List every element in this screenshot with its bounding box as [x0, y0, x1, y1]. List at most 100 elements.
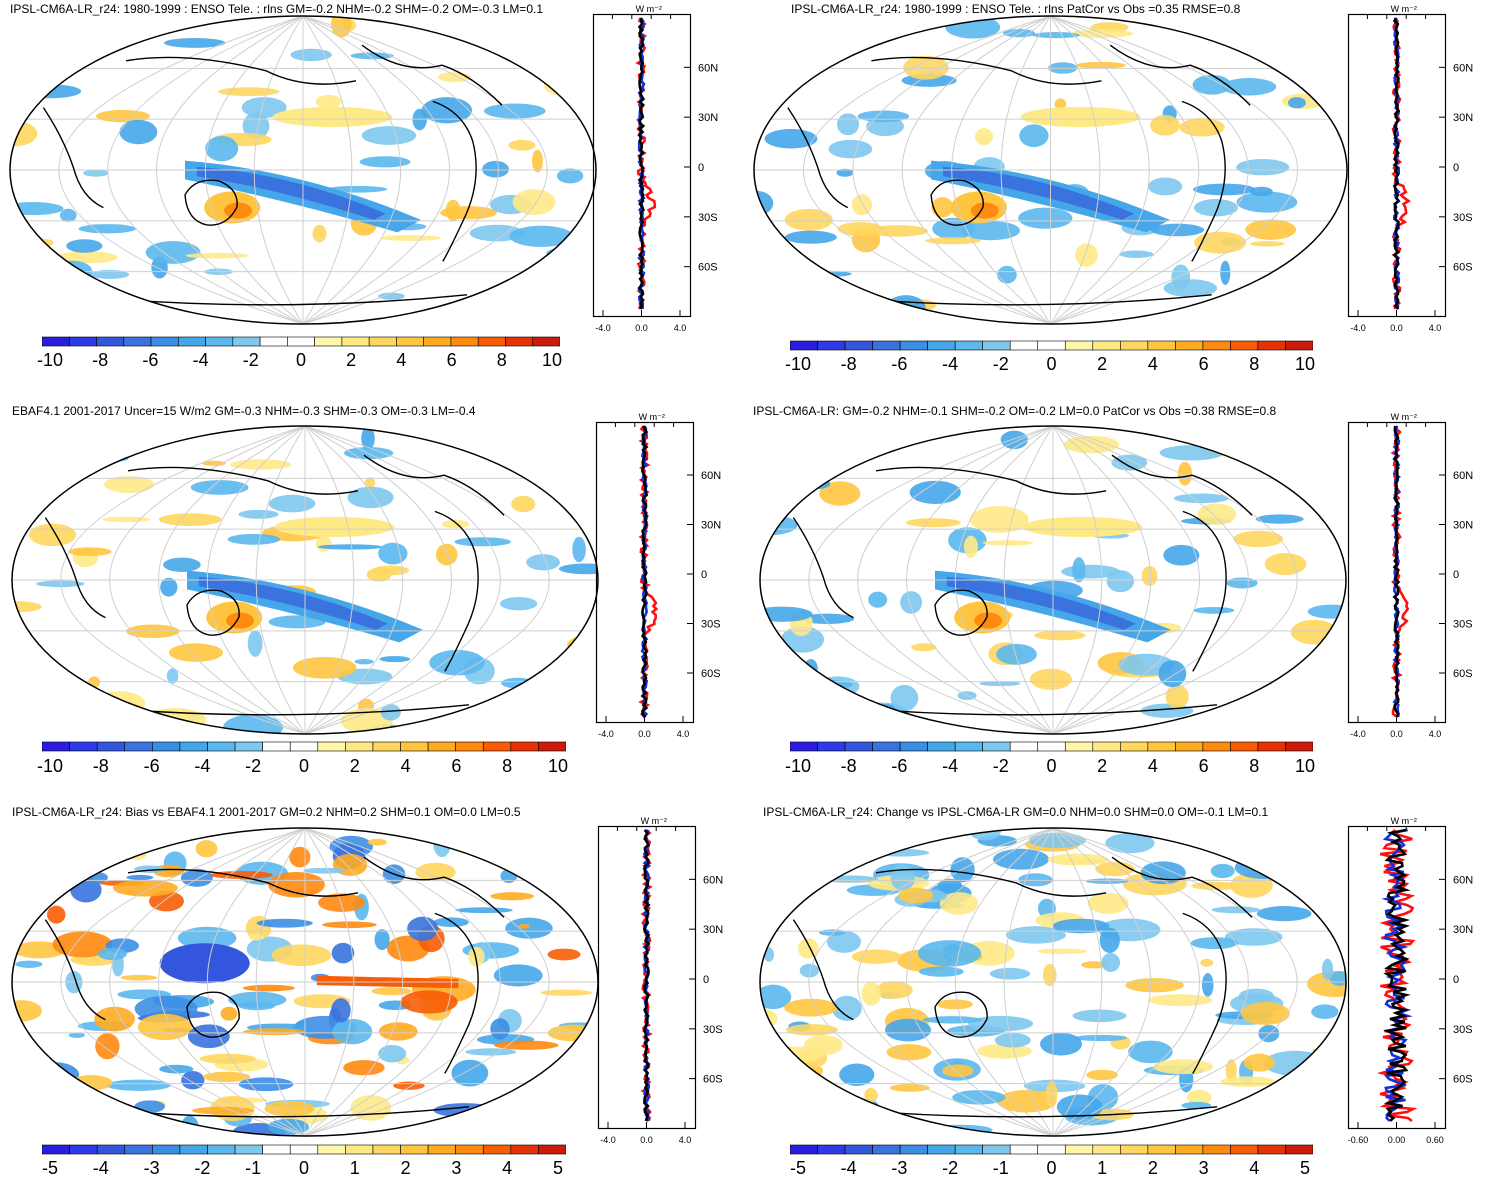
colorbar-tick-label: -10: [784, 354, 812, 374]
colorbar-tick-label: 4: [1147, 354, 1158, 374]
colorbar-swatch: [423, 336, 452, 347]
colorbar-tick-label: 6: [1198, 354, 1209, 374]
colorbar-swatch: [790, 741, 818, 752]
colorbar-swatch: [1175, 1144, 1204, 1155]
colorbar-tick-label: 6: [446, 350, 457, 370]
colorbar-tick-label: 10: [541, 350, 563, 370]
colorbar-swatch: [96, 1144, 126, 1155]
colorbar-swatch: [1257, 340, 1286, 351]
units-label: W m⁻²: [639, 412, 665, 422]
units-label: W m⁻²: [1391, 412, 1417, 422]
colorbar-swatch: [341, 336, 370, 347]
lat-tick-label: 60S: [1453, 1074, 1473, 1086]
colorbar-swatch: [179, 741, 208, 752]
colorbar-tick-label: -10: [36, 756, 64, 776]
colorbar-swatch: [69, 1144, 98, 1155]
colorbar-tick-label: 2: [1097, 756, 1108, 776]
colorbar-swatch: [538, 1144, 566, 1155]
colorbar-swatch: [450, 336, 479, 347]
lat-tick-label: 30S: [1453, 212, 1473, 224]
colorbar-tick-label: 2: [400, 1158, 411, 1178]
colorbar-swatch: [927, 741, 956, 752]
world-map: [759, 827, 1347, 1137]
colorbar-swatch: [927, 1144, 956, 1155]
colorbar-swatch: [1202, 741, 1231, 752]
colorbar-swatch: [872, 340, 901, 351]
colorbar-swatch: [262, 1144, 291, 1155]
colorbar-swatch: [844, 1144, 873, 1155]
colorbar-tick-label: -2: [942, 1158, 959, 1178]
panel-ipsl-reference: IPSL-CM6A-LR: GM=-0.2 NHM=-0.1 SHM=-0.2 …: [745, 392, 1489, 784]
profile-x-tick-label: 0.0: [1390, 729, 1403, 739]
profile-x-tick-label: -4.0: [598, 729, 614, 739]
colorbar-swatch: [982, 1144, 1011, 1155]
profile-x-tick-label: 4.0: [674, 323, 687, 333]
lat-tick-label: 30N: [1453, 924, 1473, 936]
colorbar-swatch: [1230, 1144, 1259, 1155]
colorbar-tick-label: -8: [92, 756, 109, 776]
colorbar-tick-label: 5: [1299, 1158, 1311, 1178]
colorbar-swatch: [1120, 340, 1149, 351]
colorbar-tick-label: 4: [502, 1158, 513, 1178]
colorbar-swatch: [817, 1144, 846, 1155]
colorbar-tick-label: 3: [1198, 1158, 1209, 1178]
colorbar-tick-label: -4: [194, 756, 211, 776]
world-map: [759, 425, 1347, 735]
colorbar: [42, 1144, 566, 1155]
colorbar-swatch: [1092, 741, 1121, 752]
colorbar-swatch: [927, 340, 956, 351]
units-label: W m⁻²: [1391, 816, 1417, 826]
colorbar-swatch: [396, 336, 424, 347]
colorbar-tick-label: 8: [502, 756, 513, 776]
colorbar-swatch: [372, 1144, 401, 1155]
colorbar-tick-label: 5: [552, 1158, 564, 1178]
colorbar-swatch: [817, 340, 846, 351]
colorbar-tick-label: 10: [547, 756, 569, 776]
colorbar-tick-label: 4: [400, 756, 411, 776]
panel-title: IPSL-CM6A-LR_r24: Change vs IPSL-CM6A-LR…: [763, 805, 1269, 819]
lat-tick-label: 30N: [1453, 112, 1473, 124]
colorbar-tick-label: 2: [346, 350, 357, 370]
colorbar-swatch: [1092, 340, 1121, 351]
colorbar-swatch: [317, 1144, 346, 1155]
colorbar-tick-label: 4: [396, 350, 407, 370]
colorbar-swatch: [1202, 340, 1231, 351]
colorbar-swatch: [1120, 1144, 1149, 1155]
colorbar-swatch: [1064, 340, 1094, 351]
colorbar-swatch: [899, 741, 928, 752]
colorbar-swatch: [899, 1144, 928, 1155]
colorbar-tick-label: -2: [992, 354, 1009, 374]
world-map: [11, 425, 599, 735]
colorbar-swatch: [982, 741, 1011, 752]
colorbar-swatch: [477, 336, 506, 347]
profile-x-tick-label: -4.0: [1350, 729, 1366, 739]
profile-x-tick-label: 0.00: [1388, 1135, 1406, 1145]
panel-enso-model-patcor: IPSL-CM6A-LR_r24: 1980-1999 : ENSO Tele.…: [745, 0, 1489, 392]
colorbar-swatch: [844, 741, 873, 752]
lat-tick-label: 0: [1453, 162, 1459, 174]
colorbar-swatch: [1037, 1144, 1066, 1155]
colorbar-tick-label: 0: [1046, 756, 1057, 776]
lat-tick-label: 30S: [1453, 619, 1473, 631]
lat-tick-label: 30N: [1453, 520, 1473, 532]
colorbar-swatch: [1202, 1144, 1231, 1155]
colorbar-tick-label: -1: [245, 1158, 262, 1178]
colorbar-tick-label: -1: [992, 1158, 1009, 1178]
colorbar-swatch: [790, 1144, 818, 1155]
colorbar-swatch: [538, 741, 566, 752]
world-map: [11, 827, 599, 1137]
profile-x-tick-label: 0.60: [1426, 1135, 1444, 1145]
colorbar-labels: -5 -4 -3 -2 -1 0 1 2 3 4 5: [790, 1158, 1313, 1180]
colorbar-swatch: [505, 336, 534, 347]
colorbar-swatch: [455, 1144, 484, 1155]
colorbar-swatch: [427, 741, 456, 752]
colorbar-tick-label: -6: [891, 354, 908, 374]
colorbar-tick-label: -2: [242, 350, 259, 370]
colorbar-swatch: [232, 336, 261, 347]
profile-line-black: [1392, 425, 1401, 718]
colorbar-swatch: [1092, 1144, 1121, 1155]
colorbar: [42, 336, 560, 347]
colorbar-tick-label: 4: [1147, 756, 1158, 776]
lat-tick-label: 60N: [701, 470, 721, 482]
colorbar-swatch: [1147, 1144, 1176, 1155]
